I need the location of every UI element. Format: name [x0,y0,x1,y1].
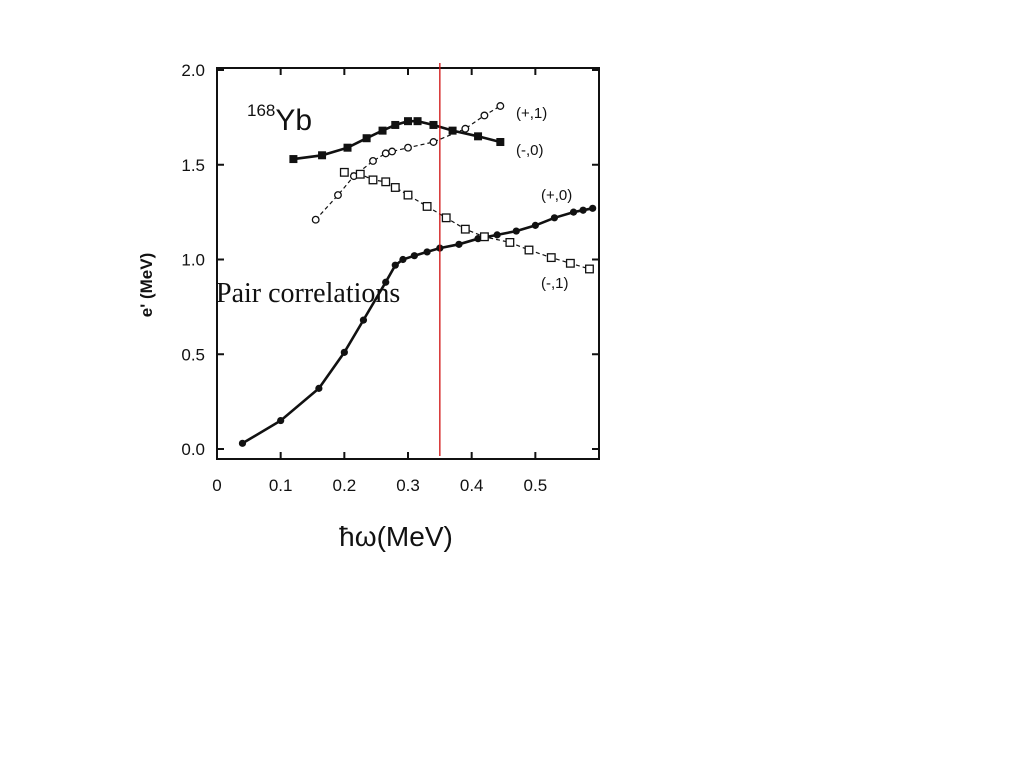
data-point [390,183,400,192]
series-label-plus-0: (+,0) [541,187,572,204]
data-point [339,167,349,177]
data-point [512,227,520,235]
data-point [474,235,482,243]
x-tick-label: 0.5 [524,476,548,495]
plot-frame [216,67,600,460]
y-tick-label: 0.5 [181,345,205,364]
data-point [378,126,387,135]
data-point [382,278,390,286]
data-point [315,384,323,392]
data-point [505,237,515,247]
data-point [429,138,438,146]
data-point [493,231,501,239]
series-line-2 [315,105,501,221]
data-point [391,261,399,269]
overlay-caption: Pair correlations [216,278,400,309]
data-point [359,316,368,324]
nucleus-mass: 168 [247,101,275,120]
data-point [403,190,413,200]
axis-ticks: 0 0.1 0.2 0.3 0.4 0.5 0.0 0.5 1.0 1.5 2.0 [181,61,599,495]
data-point [404,143,412,152]
data-point [546,253,556,263]
data-point [355,169,365,179]
data-point [448,126,457,135]
data-point [391,120,400,129]
y-tick-label: 1.5 [181,156,205,175]
series-line-1 [293,119,501,161]
data-point [569,208,578,216]
series-markers [238,102,597,447]
data-point [410,252,418,260]
data-point [474,132,483,141]
data-point [381,177,391,187]
data-point [524,245,534,255]
x-tick-label: 0.1 [269,476,293,495]
data-point [589,204,597,212]
series-line-0 [241,207,593,445]
data-point [455,240,463,248]
y-axis-title: e' (MeV) [137,253,156,318]
nucleus-label: 168Yb [247,101,312,137]
data-point [579,206,587,214]
data-point [311,215,320,224]
data-point [585,264,594,274]
data-point [429,120,438,129]
data-point [550,214,559,222]
data-point [565,258,575,268]
y-tick-label: 0.0 [181,440,205,459]
data-point [496,102,505,110]
data-point [496,138,505,147]
data-point [388,147,397,156]
data-point [343,143,352,152]
x-tick-label: 0.4 [460,476,484,495]
x-tick-label: 0 [212,476,221,495]
data-point [441,213,451,223]
data-point [362,134,371,143]
data-point [368,175,378,185]
data-point [340,348,348,356]
series-label-plus-1: (+,1) [516,105,547,122]
data-point [369,157,377,165]
data-point [381,149,390,158]
data-point [318,151,327,160]
nucleus-symbol: Yb [275,104,312,137]
data-point [531,221,539,229]
data-point [413,117,422,126]
y-tick-label: 2.0 [181,61,205,80]
series-label-minus-0: (-,0) [516,142,544,159]
data-point [404,117,413,126]
data-point [399,255,407,264]
data-point [238,439,247,447]
y-tick-label: 1.0 [181,251,205,270]
x-axis-title: ħω(MeV) [339,521,453,552]
data-point [277,416,285,425]
data-point [461,124,470,133]
data-point [334,191,342,200]
data-point [460,224,470,234]
data-point [423,248,431,256]
series-label-minus-1: (-,1) [541,275,569,292]
x-tick-label: 0.3 [396,476,420,495]
data-point [289,155,298,164]
x-tick-label: 0.2 [333,476,357,495]
data-point [480,111,489,120]
data-point [479,232,489,242]
data-point [422,201,432,211]
